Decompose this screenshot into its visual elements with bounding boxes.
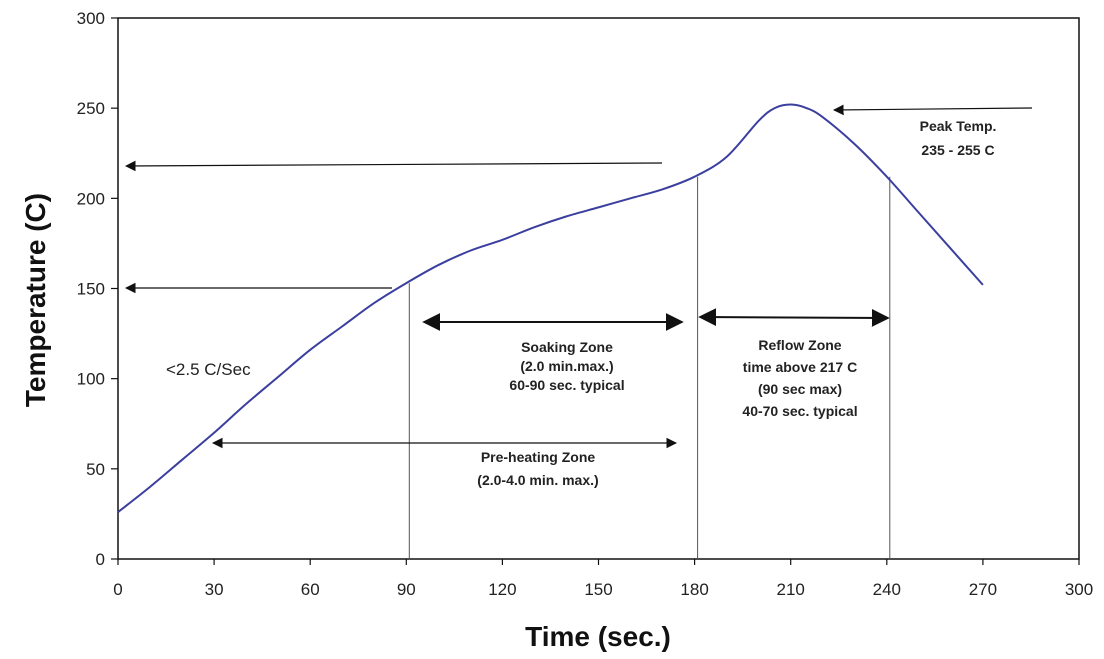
x-tick-label: 120 (488, 580, 516, 599)
soaking-annotation-line-2: (2.0 min.max.) (520, 358, 613, 374)
y-tick-label: 250 (77, 99, 105, 118)
y-axis-ticks: 0 50 100 150 200 250 300 (77, 9, 118, 569)
arrow-reflow-zone (698, 308, 890, 327)
slope-annotation: <2.5 C/Sec (166, 360, 251, 379)
y-tick-label: 300 (77, 9, 105, 28)
x-tick-label: 0 (113, 580, 122, 599)
reflow-annotation-line-3: (90 sec max) (758, 381, 842, 397)
reflow-annotation-line-4: 40-70 sec. typical (742, 403, 857, 419)
y-tick-label: 150 (77, 280, 105, 299)
reflow-annotation-line-2: time above 217 C (743, 359, 857, 375)
x-axis-ticks: 0 30 60 90 120 150 180 210 240 270 300 (113, 559, 1093, 599)
temperature-series (117, 103, 984, 513)
y-tick-label: 100 (77, 370, 105, 389)
x-tick-label: 300 (1065, 580, 1093, 599)
temperature-line (117, 103, 984, 513)
reflow-annotation-line-1: Reflow Zone (758, 337, 841, 353)
x-tick-label: 180 (680, 580, 708, 599)
annotation-arrows (124, 104, 1033, 449)
peak-annotation-line-2: 235 - 255 C (921, 142, 994, 158)
x-tick-label: 150 (584, 580, 612, 599)
arrow-peak (832, 104, 1033, 116)
vertical-markers (408, 176, 891, 559)
arrow-217c-level (124, 160, 663, 172)
y-tick-label: 50 (86, 460, 105, 479)
x-tick-label: 30 (205, 580, 224, 599)
x-tick-label: 210 (777, 580, 805, 599)
y-tick-label: 200 (77, 189, 105, 208)
y-tick-label: 0 (96, 550, 105, 569)
x-tick-label: 60 (301, 580, 320, 599)
y-axis-title: Temperature (C) (20, 193, 51, 407)
x-axis-title: Time (sec.) (525, 621, 671, 652)
peak-annotation-line-1: Peak Temp. (920, 118, 997, 134)
x-tick-label: 90 (397, 580, 416, 599)
x-tick-label: 240 (873, 580, 901, 599)
soaking-annotation-line-3: 60-90 sec. typical (509, 377, 624, 393)
soaking-annotation-line-1: Soaking Zone (521, 339, 613, 355)
preheating-annotation-line-2: (2.0-4.0 min. max.) (477, 472, 598, 488)
preheating-annotation-line-1: Pre-heating Zone (481, 449, 596, 465)
x-tick-label: 270 (969, 580, 997, 599)
